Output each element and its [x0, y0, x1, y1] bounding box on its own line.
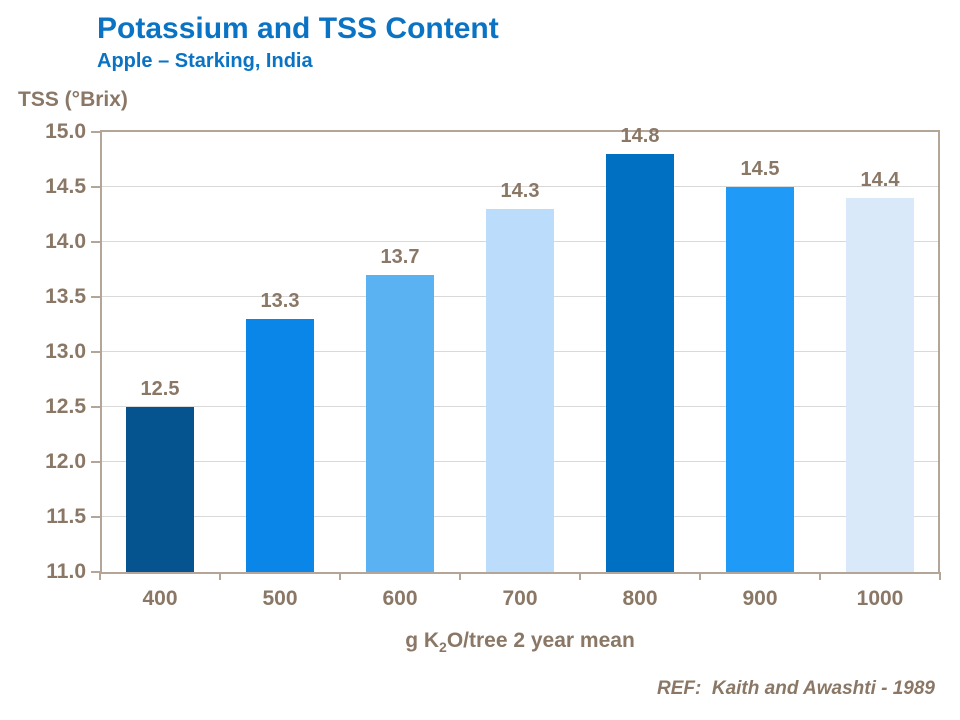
x-axis-title-sub: 2: [439, 639, 447, 656]
y-tick-mark: [91, 516, 100, 518]
x-tick-mark: [939, 572, 941, 580]
y-tick-mark: [91, 351, 100, 353]
x-category-label: 800: [622, 587, 658, 610]
bar: [606, 154, 674, 572]
x-tick-mark: [219, 572, 221, 580]
x-tick-mark: [459, 572, 461, 580]
gridline: [102, 186, 938, 187]
y-tick-label: 15.0: [45, 120, 86, 143]
bar: [366, 275, 434, 572]
bar: [846, 198, 914, 572]
bar: [486, 209, 554, 572]
bar-value-label: 12.5: [140, 378, 180, 400]
y-tick-mark: [91, 186, 100, 188]
x-category-label: 1000: [856, 587, 904, 610]
y-tick-mark: [91, 131, 100, 133]
x-category-label: 400: [142, 587, 178, 610]
x-tick-mark: [699, 572, 701, 580]
bar-value-label: 13.7: [380, 246, 420, 268]
chart-subtitle: Apple – Starking, India: [97, 50, 313, 72]
y-tick-mark: [91, 406, 100, 408]
bar: [126, 407, 194, 572]
y-tick-label: 12.5: [45, 395, 86, 418]
y-tick-label: 11.0: [46, 560, 86, 583]
x-category-label: 700: [502, 587, 538, 610]
x-tick-mark: [99, 572, 101, 580]
bar: [726, 187, 794, 572]
bar-value-label: 14.5: [740, 158, 780, 180]
y-tick-mark: [91, 571, 100, 573]
x-category-label: 500: [262, 587, 298, 610]
bar-value-label: 14.3: [500, 180, 540, 202]
x-tick-mark: [339, 572, 341, 580]
reference-note: REF: Kaith and Awashti - 1989: [656, 678, 935, 699]
chart-title: Potassium and TSS Content: [97, 12, 499, 45]
x-tick-mark: [819, 572, 821, 580]
y-tick-label: 14.5: [45, 175, 86, 198]
y-tick-label: 11.5: [46, 505, 86, 528]
y-tick-mark: [91, 461, 100, 463]
bar-value-label: 14.8: [620, 125, 660, 147]
x-axis-title-pre: g K: [405, 629, 440, 652]
y-tick-mark: [91, 296, 100, 298]
x-axis-title: g K2O/tree 2 year mean: [100, 629, 940, 655]
bar-value-label: 13.3: [260, 290, 300, 312]
x-category-label: 600: [382, 587, 418, 610]
bar-value-label: 14.4: [860, 169, 900, 191]
bar: [246, 319, 314, 572]
y-tick-label: 13.0: [45, 340, 86, 363]
plot-area: [100, 130, 940, 574]
x-tick-mark: [579, 572, 581, 580]
y-tick-label: 14.0: [45, 230, 86, 253]
y-tick-label: 12.0: [45, 450, 86, 473]
y-axis-title: TSS (°Brix): [18, 88, 128, 111]
y-tick-label: 13.5: [45, 285, 86, 308]
x-category-label: 900: [742, 587, 778, 610]
x-axis-title-post: O/tree 2 year mean: [446, 629, 635, 652]
y-tick-mark: [91, 241, 100, 243]
